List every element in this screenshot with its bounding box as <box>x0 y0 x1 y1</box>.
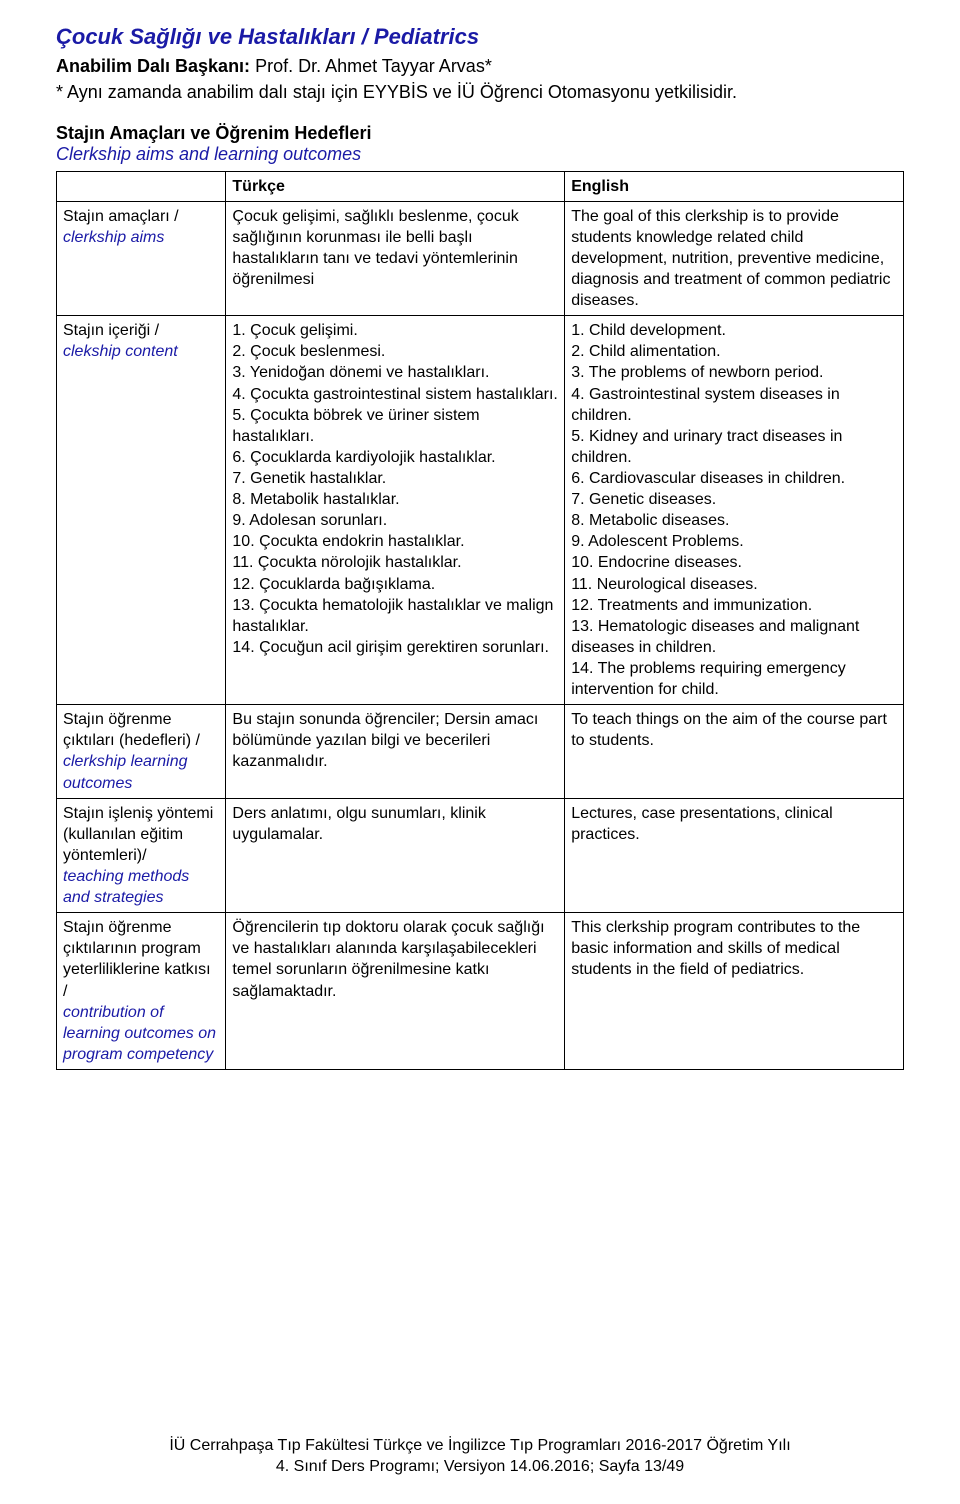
header-turkce: Türkçe <box>226 171 565 201</box>
header-empty <box>57 171 226 201</box>
row-contribution-en: This clerkship program contributes to th… <box>565 913 904 1070</box>
row-label-en: contribution of learning outcomes on pro… <box>63 1002 219 1065</box>
row-outcomes-tk: Bu stajın sonunda öğrenciler; Dersin ama… <box>226 705 565 798</box>
row-label-tk: Stajın içeriği / <box>63 320 219 341</box>
row-contribution-label: Stajın öğrenme çıktılarının program yete… <box>57 913 226 1070</box>
row-label-en: clerkship learning outcomes <box>63 751 219 793</box>
row-label-tk: Stajın öğrenme çıktıları (hedefleri) / <box>63 709 219 751</box>
footer-line-1: İÜ Cerrahpaşa Tıp Fakültesi Türkçe ve İn… <box>0 1436 960 1457</box>
row-methods-tk: Ders anlatımı, olgu sunumları, klinik uy… <box>226 798 565 913</box>
row-outcomes-label: Stajın öğrenme çıktıları (hedefleri) / c… <box>57 705 226 798</box>
clerkship-table: Türkçe English Stajın amaçları / clerksh… <box>56 171 904 1070</box>
table-row: Stajın içeriği / clekship content 1. Çoc… <box>57 316 904 705</box>
table-row: Stajın öğrenme çıktıları (hedefleri) / c… <box>57 705 904 798</box>
table-row: Stajın işleniş yöntemi (kullanılan eğiti… <box>57 798 904 913</box>
row-label-tk: Stajın işleniş yöntemi (kullanılan eğiti… <box>63 803 219 866</box>
row-label-tk: Stajın öğrenme çıktılarının program yete… <box>63 917 219 1001</box>
table-header-row: Türkçe English <box>57 171 904 201</box>
row-content-label: Stajın içeriği / clekship content <box>57 316 226 705</box>
row-aims-tk: Çocuk gelişimi, sağlıklı beslenme, çocuk… <box>226 201 565 316</box>
footnote: * Aynı zamanda anabilim dalı stajı için … <box>56 80 904 104</box>
row-methods-label: Stajın işleniş yöntemi (kullanılan eğiti… <box>57 798 226 913</box>
row-aims-label: Stajın amaçları / clerkship aims <box>57 201 226 316</box>
page-footer: İÜ Cerrahpaşa Tıp Fakültesi Türkçe ve İn… <box>0 1436 960 1478</box>
dept-name: Prof. Dr. Ahmet Tayyar Arvas* <box>250 56 492 76</box>
row-label-tk: Stajın amaçları / <box>63 206 219 227</box>
row-label-en: clekship content <box>63 341 219 362</box>
table-row: Stajın öğrenme çıktılarının program yete… <box>57 913 904 1070</box>
section-subheading: Clerkship aims and learning outcomes <box>56 144 904 165</box>
row-label-en: clerkship aims <box>63 227 219 248</box>
row-label-en: teaching methods and strategies <box>63 866 219 908</box>
dept-label: Anabilim Dalı Başkanı: <box>56 56 250 76</box>
footer-line-2: 4. Sınıf Ders Programı; Versiyon 14.06.2… <box>0 1457 960 1478</box>
row-content-tk: 1. Çocuk gelişimi. 2. Çocuk beslenmesi. … <box>226 316 565 705</box>
row-content-en: 1. Child development. 2. Child alimentat… <box>565 316 904 705</box>
row-methods-en: Lectures, case presentations, clinical p… <box>565 798 904 913</box>
row-outcomes-en: To teach things on the aim of the course… <box>565 705 904 798</box>
table-row: Stajın amaçları / clerkship aims Çocuk g… <box>57 201 904 316</box>
page-title: Çocuk Sağlığı ve Hastalıkları / Pediatri… <box>56 24 904 50</box>
department-line: Anabilim Dalı Başkanı: Prof. Dr. Ahmet T… <box>56 54 904 78</box>
row-aims-en: The goal of this clerkship is to provide… <box>565 201 904 316</box>
section-heading: Stajın Amaçları ve Öğrenim Hedefleri <box>56 123 904 144</box>
header-english: English <box>565 171 904 201</box>
row-contribution-tk: Öğrencilerin tıp doktoru olarak çocuk sa… <box>226 913 565 1070</box>
